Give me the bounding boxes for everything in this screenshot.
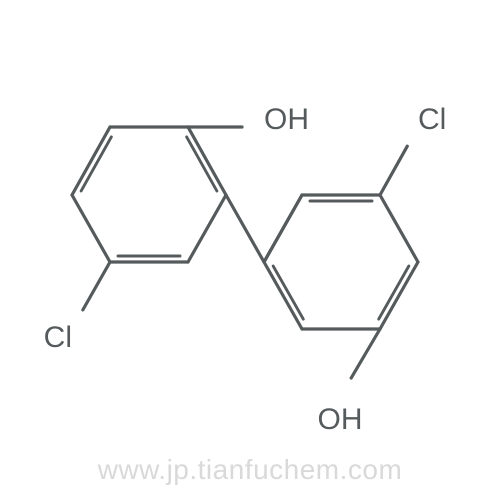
molecule-figure: ClOHClOH www.jp.tianfuchem.com	[0, 0, 500, 500]
cl-label: Cl	[44, 321, 72, 354]
molecule-svg: Cl OH Cl OH	[0, 0, 500, 500]
cl-label: Cl	[418, 103, 446, 136]
oh-label: OH	[318, 403, 363, 436]
oh-label: OH	[264, 103, 309, 136]
